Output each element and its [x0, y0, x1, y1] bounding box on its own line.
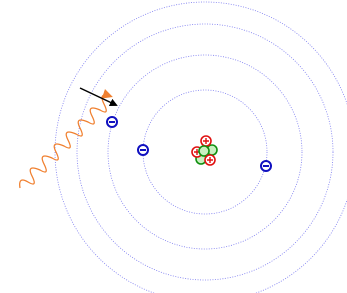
nucleus	[192, 136, 217, 165]
photon	[20, 95, 110, 188]
electron	[261, 161, 271, 171]
electron	[107, 117, 117, 127]
atom-diagram	[0, 0, 347, 293]
electron-arrow	[80, 88, 116, 105]
electron	[138, 145, 148, 155]
page	[0, 0, 347, 293]
